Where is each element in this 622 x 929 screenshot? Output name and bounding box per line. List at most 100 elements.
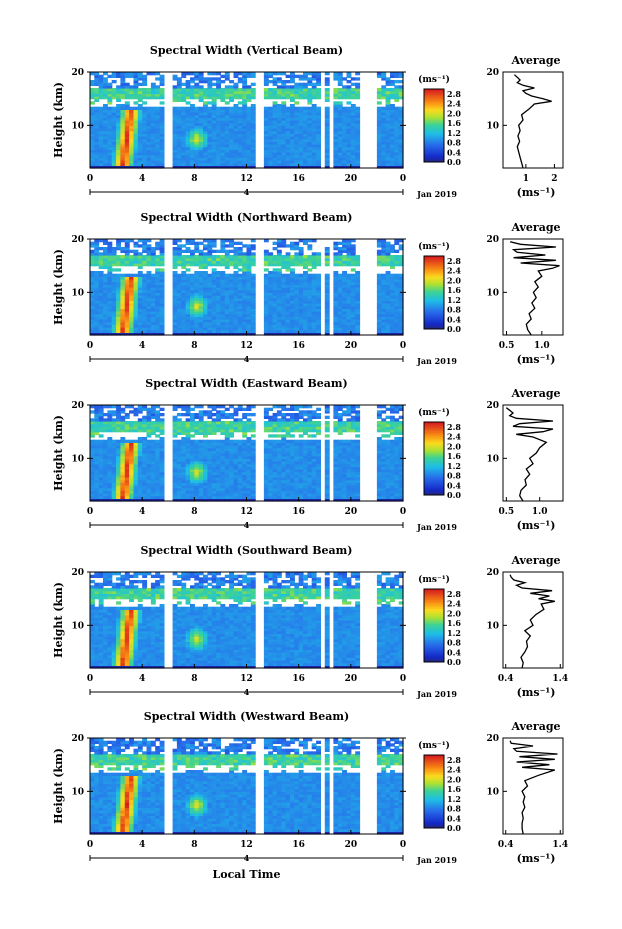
heatmap-cell (324, 252, 330, 256)
heatmap-cell (137, 321, 143, 325)
heatmap-cell (303, 117, 308, 121)
heatmap-cell (207, 276, 213, 280)
heatmap-cell (350, 138, 356, 142)
heatmap-cell (390, 273, 395, 277)
heatmap-cell (116, 487, 121, 491)
colorbar-tick-label: 0.0 (447, 157, 461, 167)
heatmap-cell (111, 495, 117, 499)
heatmap-cell (103, 295, 108, 299)
heatmap-cell (90, 498, 95, 502)
heatmap-cell (172, 295, 178, 299)
x-tick-label: 0 (87, 341, 93, 351)
heatmap-cell (242, 98, 248, 102)
heatmap-cell (159, 495, 165, 499)
heatmap-cell (381, 308, 387, 312)
heatmap-cell (129, 133, 134, 137)
heatmap-cell (107, 287, 113, 291)
heatmap-cell (398, 74, 404, 78)
heatmap-cell (324, 82, 330, 86)
heatmap-cell (281, 125, 287, 129)
heatmap-cell (346, 157, 352, 161)
heatmap-cell (346, 138, 352, 142)
heatmap-cell (394, 305, 400, 309)
heatmap-cell (172, 421, 178, 425)
heatmap-cell (176, 474, 182, 478)
heatmap-cell (398, 321, 404, 325)
heatmap-cell (220, 332, 226, 336)
heatmap-cell (133, 72, 139, 76)
heatmap-cell (124, 295, 130, 299)
heatmap-cell (90, 332, 95, 336)
heatmap-cell (150, 495, 156, 499)
heatmap-cell (133, 429, 139, 433)
heatmap-cell (181, 109, 187, 113)
heatmap-cell (207, 90, 213, 94)
heatmap-cell (272, 303, 278, 307)
heatmap-cell (394, 162, 400, 166)
heatmap-cell (224, 117, 230, 121)
heatmap-cell (150, 471, 156, 475)
heatmap-cell (250, 88, 256, 92)
heatmap-cell (229, 260, 234, 264)
heatmap-cell (276, 88, 282, 92)
heatmap-cell (172, 313, 178, 317)
heatmap-cell (129, 146, 134, 150)
heatmap-cell (311, 96, 317, 100)
heatmap-cell (198, 106, 204, 110)
heatmap-cell (129, 112, 134, 116)
heatmap-cell (276, 165, 282, 169)
heatmap-cell (150, 289, 156, 293)
heatmap-cell (272, 292, 278, 296)
heatmap-cell (133, 82, 139, 86)
heatmap-cell (155, 327, 161, 331)
heatmap-cell (116, 418, 121, 422)
heatmap-cell (159, 453, 165, 457)
heatmap-cell (198, 289, 204, 293)
heatmap-cell (398, 88, 404, 92)
heatmap-cell (176, 313, 182, 317)
heatmap-cell (90, 141, 95, 145)
heatmap-cell (337, 284, 343, 288)
heatmap-cell (294, 138, 300, 142)
heatmap-cell (176, 128, 182, 132)
heatmap-cell (194, 463, 200, 467)
heatmap-cell (172, 276, 178, 280)
heatmap-cell (90, 418, 95, 422)
heatmap-cell (211, 311, 217, 315)
heatmap-cell (98, 442, 104, 446)
heatmap-cell (159, 313, 165, 317)
heatmap-cell (346, 90, 352, 94)
heatmap-cell (333, 157, 339, 161)
heatmap-cell (303, 260, 308, 264)
heatmap-cell (181, 255, 187, 259)
heatmap-cell (216, 136, 221, 140)
heatmap-cell (276, 303, 282, 307)
heatmap-cell (146, 324, 152, 328)
heatmap-cell (94, 431, 100, 435)
heatmap-cell (333, 138, 339, 142)
heatmap-cell (276, 109, 282, 113)
heatmap-cell (207, 244, 213, 248)
heatmap-cell (116, 120, 121, 124)
heatmap-cell (203, 80, 208, 84)
heatmap-cell (155, 490, 161, 494)
heatmap-cell (107, 493, 113, 497)
heatmap-cell (307, 141, 313, 145)
heatmap-cell (333, 292, 339, 296)
heatmap-cell (316, 252, 321, 256)
heatmap-cell (333, 311, 339, 315)
heatmap-cell (324, 321, 330, 325)
heatmap-cell (194, 120, 200, 124)
heatmap-cell (94, 485, 100, 489)
heatmap-cell (220, 239, 226, 243)
heatmap-cell (276, 112, 282, 116)
heatmap-cell (133, 93, 139, 97)
heatmap-cell (376, 327, 382, 331)
heatmap-cell (385, 257, 391, 261)
heatmap-cell (207, 442, 213, 446)
heatmap-cell (146, 434, 152, 438)
heatmap-cell (181, 327, 187, 331)
heatmap-cell (211, 98, 217, 102)
heatmap-cell (307, 82, 313, 86)
heatmap-cell (198, 114, 204, 118)
